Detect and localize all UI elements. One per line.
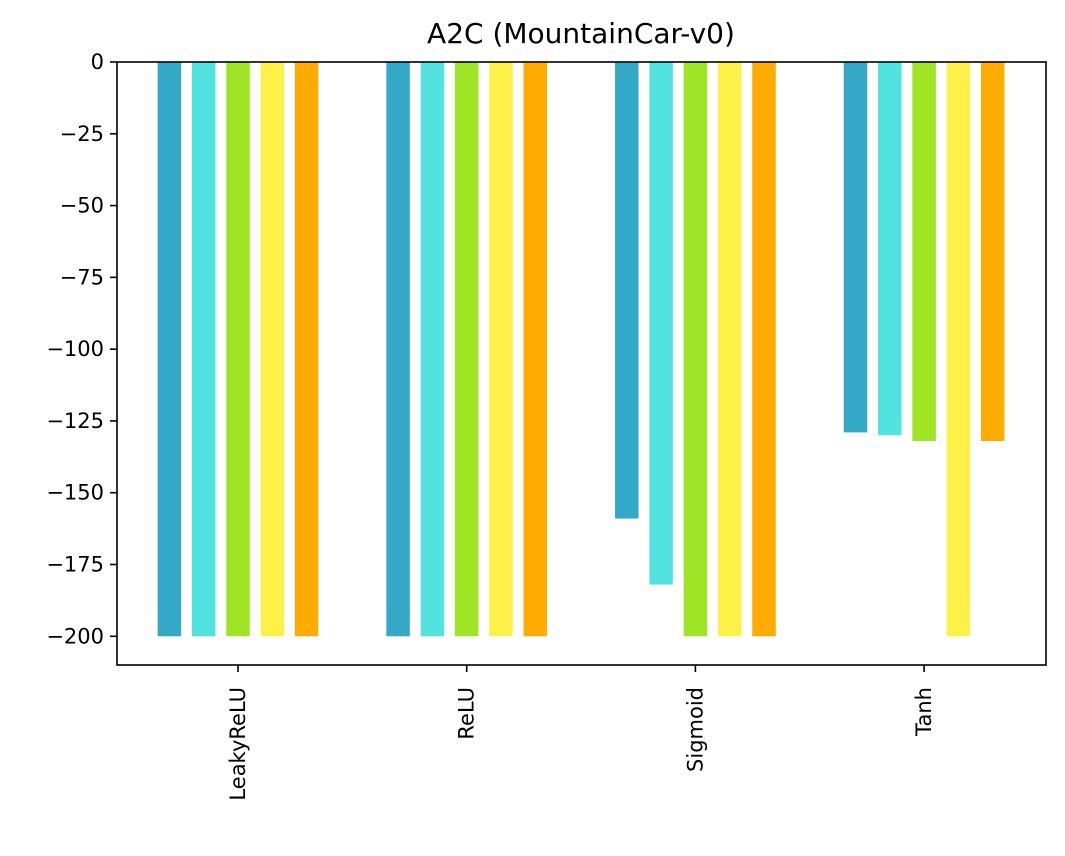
bar-relu-1: [386, 62, 410, 637]
x-tick-label: LeakyReLU: [226, 687, 250, 801]
y-tick-label: −125: [46, 409, 104, 433]
y-tick-label: −100: [46, 337, 104, 361]
bar-tanh-4: [946, 62, 971, 637]
bar-sigmoid-2: [649, 62, 673, 585]
x-tick-label: Tanh: [912, 687, 936, 737]
x-tick-label: Sigmoid: [683, 687, 707, 772]
bar-relu-4: [489, 62, 513, 637]
y-tick-label: −25: [60, 122, 104, 146]
bar-tanh-2: [878, 62, 902, 436]
bar-leakyrelu-5: [294, 62, 319, 637]
y-tick-label: −75: [60, 265, 104, 289]
x-tick-label: ReLU: [455, 687, 479, 740]
bar-leakyrelu-4: [260, 62, 285, 637]
bar-leakyrelu-1: [157, 62, 182, 637]
bars-group: [157, 62, 1005, 637]
y-tick-label: −200: [46, 624, 104, 648]
bar-sigmoid-3: [683, 62, 708, 637]
bar-relu-5: [523, 62, 548, 637]
x-axis: LeakyReLU ReLU Sigmoid Tanh: [226, 665, 936, 801]
bar-sigmoid-4: [717, 62, 742, 637]
bar-tanh-3: [912, 62, 936, 442]
bar-leakyrelu-3: [226, 62, 250, 637]
chart-title: A2C (MountainCar-v0): [427, 17, 735, 50]
y-tick-label: 0: [91, 50, 104, 74]
bar-relu-3: [454, 62, 479, 637]
bar-sigmoid-1: [615, 62, 639, 519]
bar-tanh-1: [843, 62, 868, 433]
bar-tanh-5: [980, 62, 1005, 442]
y-tick-label: −50: [60, 194, 104, 218]
bar-sigmoid-5: [752, 62, 776, 637]
bar-leakyrelu-2: [191, 62, 216, 637]
y-axis: 0 −25 −50 −75 −100 −125 −150 −175 −200: [46, 50, 117, 648]
y-tick-label: −175: [46, 553, 104, 577]
plot-frame: [116, 61, 1047, 666]
bar-relu-2: [420, 62, 445, 637]
y-tick-label: −150: [46, 481, 104, 505]
